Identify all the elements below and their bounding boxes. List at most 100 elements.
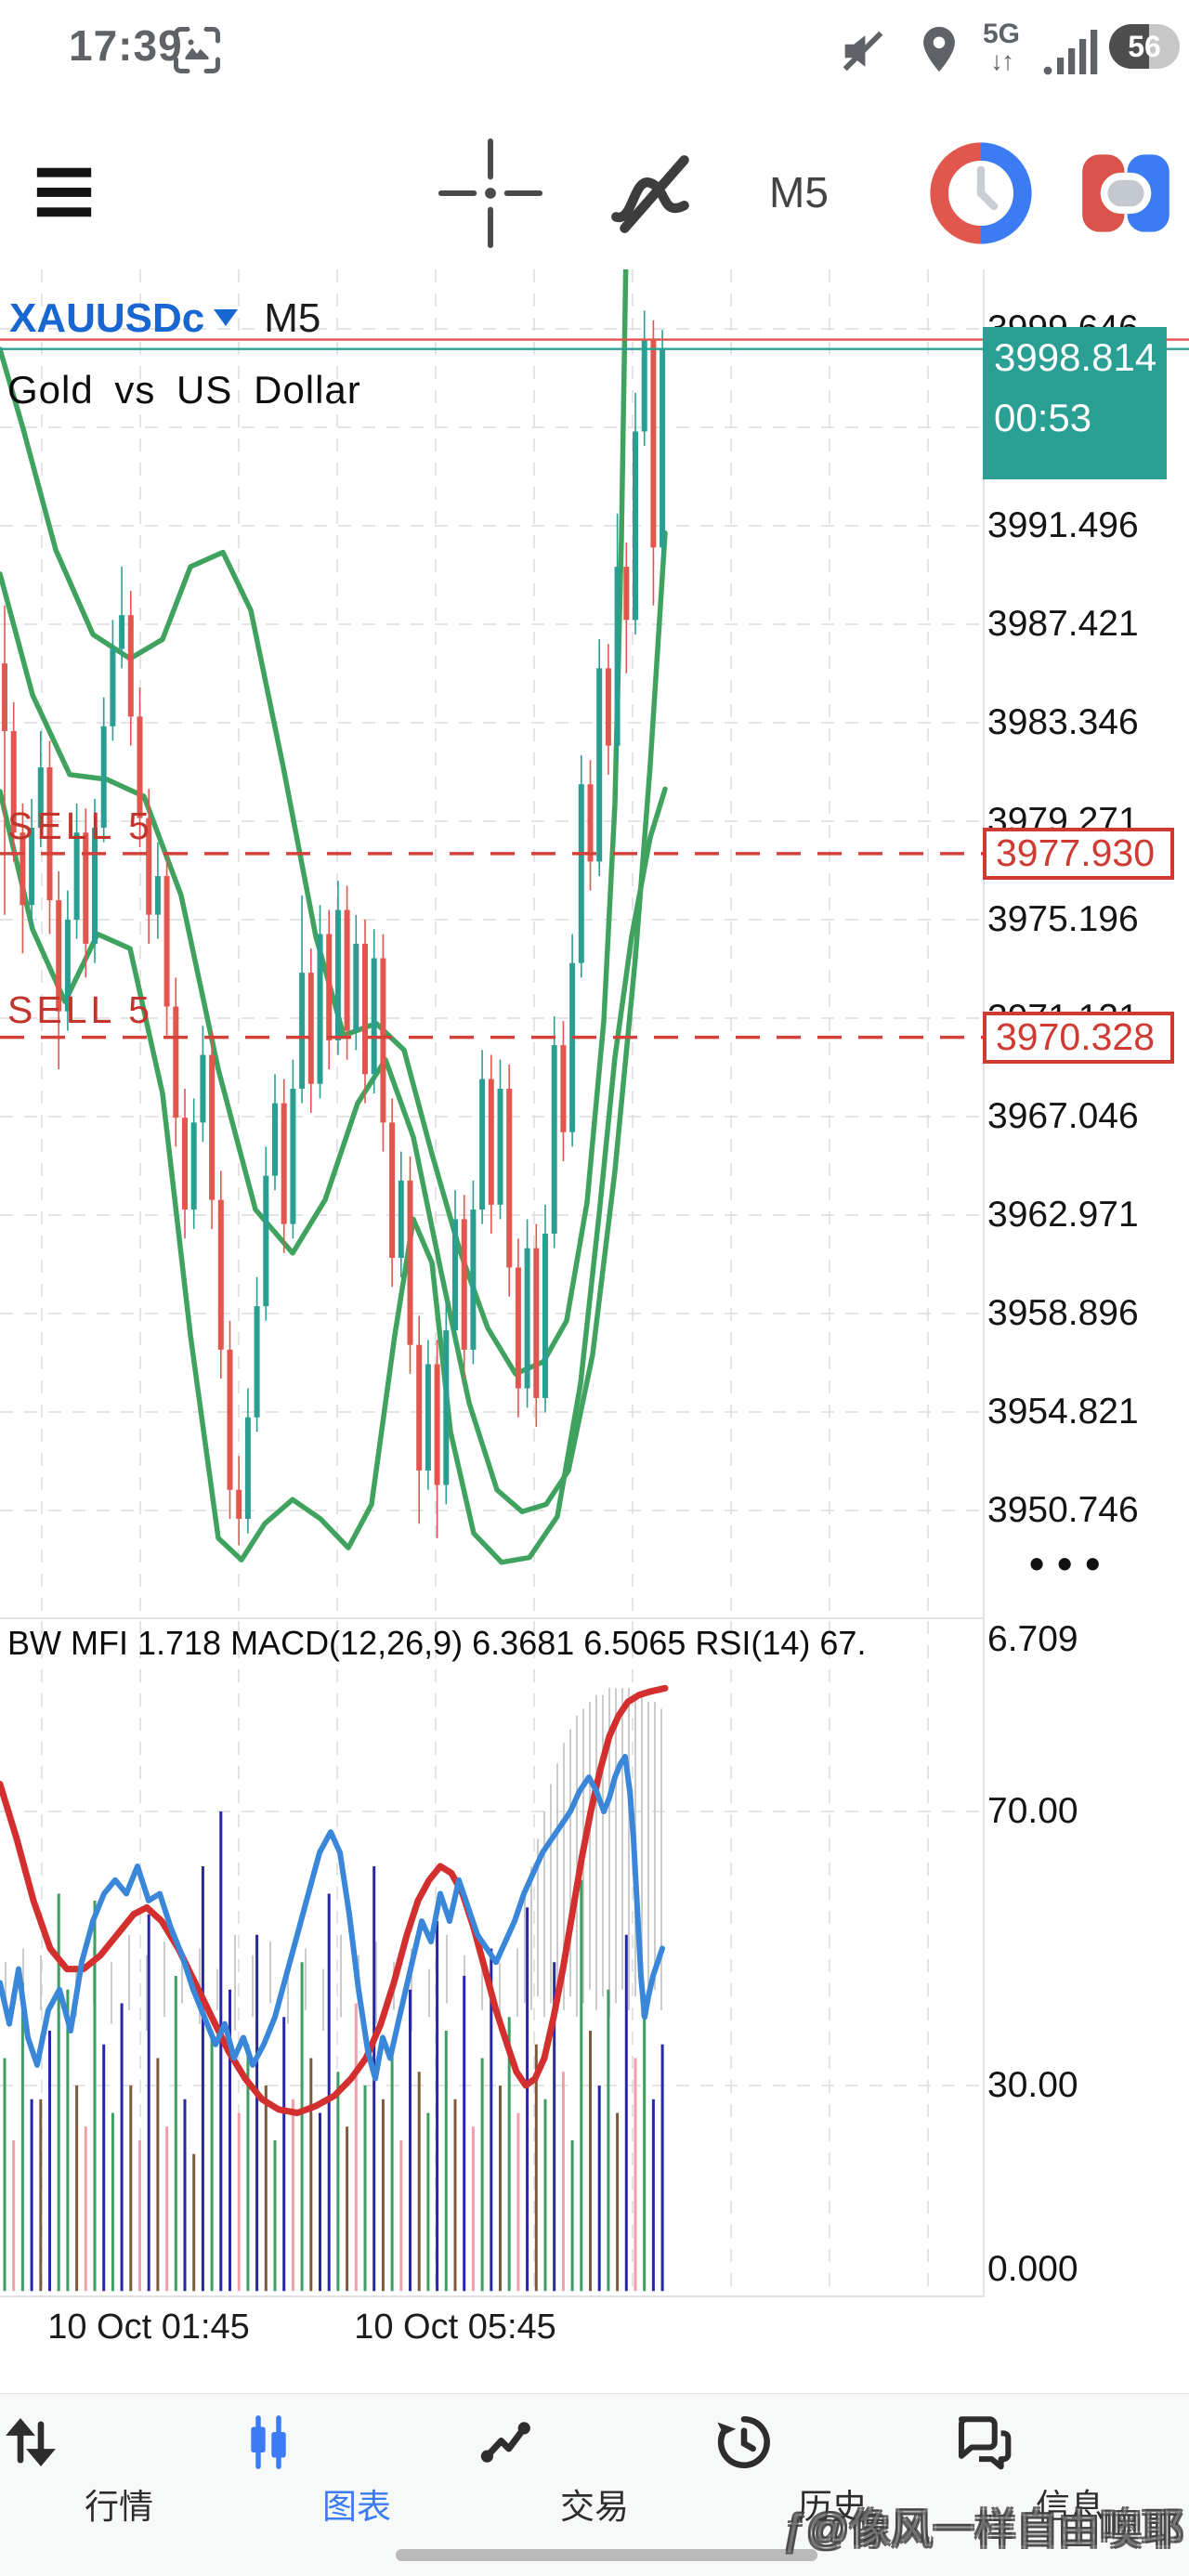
mute-icon bbox=[843, 31, 883, 72]
candle-body bbox=[83, 832, 89, 944]
price-axis-label: 3987.421 bbox=[987, 603, 1139, 644]
price-axis-label: 3954.821 bbox=[987, 1391, 1139, 1432]
price-axis-label: 3991.496 bbox=[987, 504, 1139, 545]
candle-body bbox=[524, 1248, 530, 1389]
nav-item-history[interactable]: 历史 bbox=[713, 2412, 951, 2529]
candle-body bbox=[587, 784, 594, 862]
menu-icon[interactable] bbox=[33, 160, 95, 225]
candle-body bbox=[470, 1210, 477, 1350]
bollinger-lower-band bbox=[0, 786, 668, 1565]
oscillator-axis-label: 30.00 bbox=[987, 2065, 1078, 2105]
candle-body bbox=[290, 1088, 296, 1224]
candle-body bbox=[614, 567, 621, 746]
bar-countdown: 00:53 bbox=[994, 396, 1092, 440]
candle-body bbox=[190, 1122, 197, 1210]
nav-item-quotes[interactable]: 行情 bbox=[0, 2412, 238, 2529]
nav-item-trade[interactable]: 交易 bbox=[476, 2412, 713, 2529]
candle-body bbox=[334, 909, 341, 1040]
candle-body bbox=[317, 934, 323, 1084]
candle-body bbox=[641, 339, 647, 432]
candle-body bbox=[434, 1364, 440, 1485]
trading-sessions-icon[interactable] bbox=[929, 141, 1033, 245]
candle-body bbox=[137, 716, 143, 818]
candle-body bbox=[154, 876, 161, 915]
candle-body bbox=[660, 348, 666, 548]
candle-body bbox=[569, 962, 576, 1132]
crosshair-icon[interactable] bbox=[435, 136, 546, 251]
candle-body bbox=[479, 1079, 486, 1210]
symbol-description: Gold vs US Dollar bbox=[7, 368, 361, 412]
messages-icon bbox=[958, 2416, 1012, 2470]
price-axis-label: 3967.046 bbox=[987, 1095, 1139, 1136]
chart-more-dots[interactable]: ••• bbox=[1029, 1539, 1114, 1588]
candle-body bbox=[92, 828, 98, 944]
watermark: ƒ@像风一样自由噢耶 bbox=[783, 2505, 1183, 2553]
nav-item-charts[interactable]: 图表 bbox=[238, 2412, 476, 2529]
oscillator-axis-label: 0.000 bbox=[987, 2249, 1078, 2289]
signal-icon bbox=[1043, 30, 1098, 75]
candle-body bbox=[633, 431, 638, 621]
nav-label: 交易 bbox=[560, 2488, 629, 2526]
objects-icon[interactable] bbox=[1078, 147, 1174, 240]
candle-body bbox=[551, 1045, 557, 1235]
candle-body bbox=[371, 958, 377, 1075]
candle-body bbox=[100, 726, 107, 829]
candle-body bbox=[127, 615, 134, 717]
charts-icon bbox=[251, 2415, 286, 2469]
candle-body bbox=[2, 663, 7, 731]
symbol-dropdown-icon[interactable] bbox=[214, 309, 239, 326]
oscillator-canvas[interactable] bbox=[0, 1621, 983, 2296]
symbol-timeframe: M5 bbox=[264, 295, 321, 341]
candle-body bbox=[64, 919, 71, 1012]
candle-body bbox=[73, 832, 80, 920]
trade-icon bbox=[480, 2422, 530, 2463]
candle-body bbox=[362, 943, 368, 1075]
candle-body bbox=[217, 1199, 224, 1350]
candle-body bbox=[236, 1489, 242, 1519]
timeframe-button[interactable]: M5 bbox=[769, 168, 829, 216]
symbol-name[interactable]: XAUUSDc bbox=[9, 295, 205, 341]
candle-body bbox=[200, 1054, 206, 1123]
pane-separator[interactable] bbox=[0, 1617, 983, 1619]
bid-price: 3998.814 bbox=[994, 335, 1157, 379]
candle-body bbox=[398, 1180, 404, 1259]
location-icon bbox=[923, 26, 955, 72]
candle-body bbox=[596, 668, 603, 862]
screenshot-icon bbox=[174, 27, 220, 73]
battery-indicator: 56 bbox=[1109, 24, 1180, 69]
symbol-header[interactable]: XAUUSDc M5 bbox=[9, 295, 320, 342]
candle-body bbox=[344, 909, 350, 1031]
nav-label: 历史 bbox=[798, 2488, 867, 2526]
nav-label: 信息 bbox=[1036, 2488, 1104, 2526]
candle-body bbox=[542, 1234, 548, 1398]
oscillator-axis-label: 6.709 bbox=[987, 1619, 1078, 1659]
candle-body bbox=[605, 668, 611, 746]
candle-body bbox=[497, 1088, 503, 1205]
candle-body bbox=[263, 1175, 269, 1307]
candle-body bbox=[254, 1306, 260, 1418]
home-indicator[interactable] bbox=[396, 2549, 817, 2561]
candle-body bbox=[353, 943, 359, 1031]
candle-body bbox=[10, 730, 17, 833]
candle-body bbox=[272, 1103, 278, 1176]
candle-body bbox=[488, 1079, 494, 1205]
sell-order-label: SELL 5 bbox=[7, 987, 153, 1031]
candle-body bbox=[173, 1006, 179, 1118]
time-axis-label: 10 Oct 01:45 bbox=[47, 2308, 250, 2347]
network-indicator: 5G ↓↑ bbox=[983, 20, 1020, 74]
indicators-icon[interactable] bbox=[602, 143, 704, 245]
bollinger-middle-band bbox=[0, 530, 668, 1514]
price-axis-label: 3962.971 bbox=[987, 1194, 1139, 1235]
candle-body bbox=[389, 1122, 396, 1259]
candle-body bbox=[307, 973, 314, 1084]
nav-label: 行情 bbox=[85, 2488, 153, 2526]
sell-order-price-box: 3977.930 bbox=[983, 827, 1174, 880]
candle-body bbox=[244, 1417, 251, 1519]
history-icon bbox=[717, 2415, 770, 2469]
main-chart-canvas[interactable] bbox=[0, 269, 1189, 1616]
nav-item-messages[interactable]: 信息 bbox=[951, 2412, 1189, 2529]
rsi-line bbox=[0, 1754, 665, 2082]
candle-body bbox=[515, 1267, 521, 1389]
candle-body bbox=[146, 817, 152, 915]
